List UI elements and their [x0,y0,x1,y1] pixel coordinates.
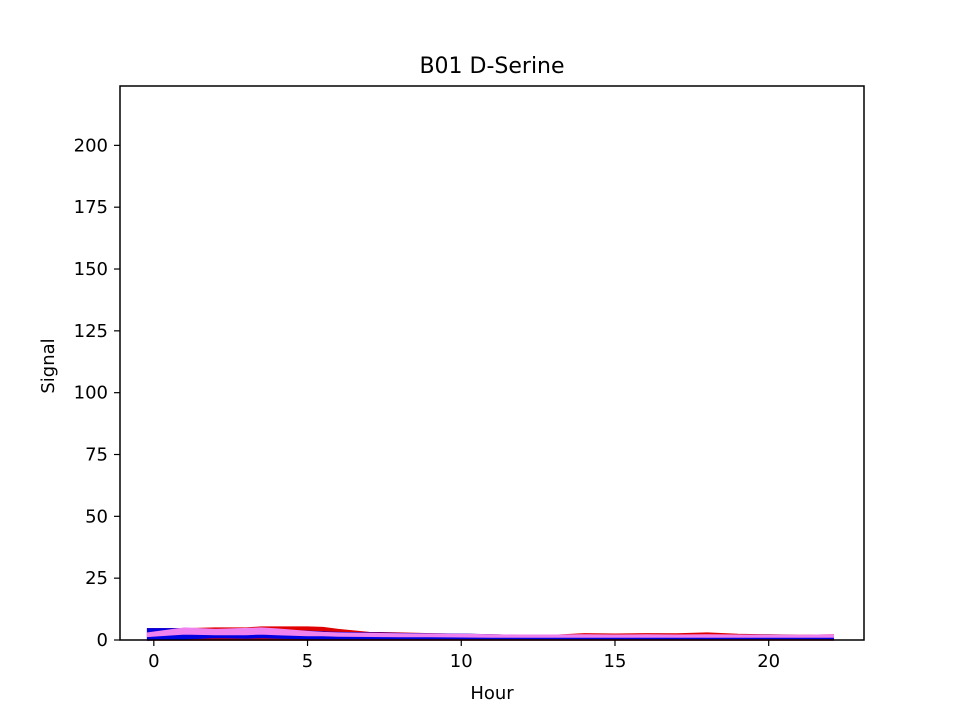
series-layer [146,626,835,641]
y-tick-label: 50 [85,506,108,527]
y-tick-label: 75 [85,445,108,466]
y-tick-label: 100 [74,383,108,404]
series-3-area [146,627,835,638]
x-tick-label: 5 [302,651,313,672]
y-tick-label: 175 [74,197,108,218]
y-axis-label: Signal [38,338,59,393]
x-axis-label: Hour [470,683,514,704]
y-tick-label: 200 [74,135,108,156]
y-tick-label: 150 [74,259,108,280]
y-tick-label: 125 [74,321,108,342]
x-tick-label: 20 [757,651,780,672]
plot-frame [119,85,865,641]
y-tick-label: 25 [85,568,108,589]
y-axis: 0 25 50 75 100 125 150 175 200 [74,135,120,651]
x-tick-label: 10 [450,651,473,672]
chart-title: B01 D-Serine [419,54,564,79]
x-tick-label: 15 [604,651,627,672]
x-tick-label: 0 [148,651,159,672]
y-tick-label: 0 [97,630,108,651]
x-axis: 0 5 10 15 20 [148,640,780,672]
